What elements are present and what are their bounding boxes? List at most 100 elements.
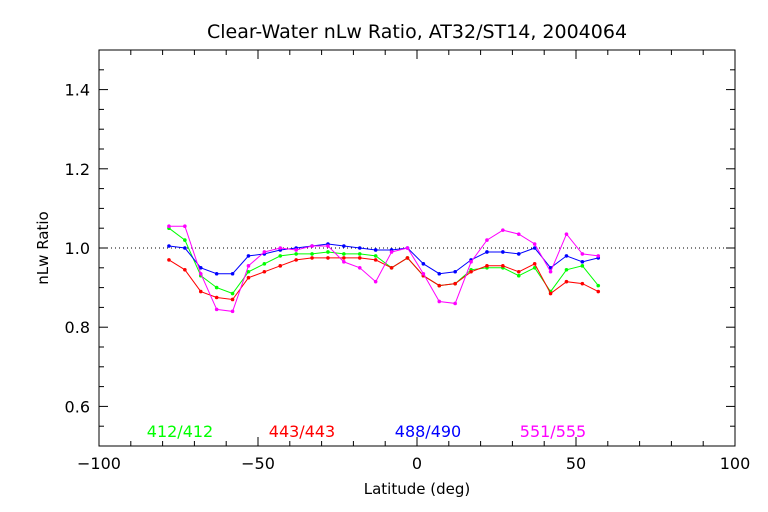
data-point bbox=[373, 279, 378, 284]
y-tick-label: 1.0 bbox=[65, 239, 90, 258]
data-point bbox=[183, 246, 187, 250]
data-point bbox=[326, 244, 330, 248]
data-point bbox=[532, 242, 537, 246]
data-point bbox=[342, 256, 346, 260]
data-point bbox=[262, 262, 267, 266]
data-point bbox=[596, 283, 601, 288]
data-point bbox=[389, 266, 394, 270]
data-point bbox=[262, 250, 267, 254]
data-point bbox=[596, 289, 601, 294]
x-tick-label: −50 bbox=[241, 454, 275, 473]
data-point bbox=[246, 264, 251, 268]
data-point bbox=[485, 250, 489, 254]
data-point bbox=[548, 291, 553, 296]
data-point bbox=[469, 260, 473, 264]
data-point bbox=[357, 246, 362, 250]
data-point bbox=[246, 269, 251, 274]
y-axis-label: nLw Ratio bbox=[34, 211, 52, 284]
data-point bbox=[294, 252, 298, 256]
legend-label: 412/412 bbox=[147, 422, 213, 441]
chart-title: Clear-Water nLw Ratio, AT32/ST14, 200406… bbox=[207, 21, 627, 43]
data-point bbox=[596, 254, 601, 258]
data-point bbox=[501, 264, 505, 268]
data-point bbox=[437, 271, 442, 276]
data-point bbox=[516, 269, 521, 274]
data-point bbox=[564, 279, 569, 284]
data-point bbox=[167, 258, 171, 262]
data-point bbox=[294, 258, 298, 262]
data-point bbox=[516, 232, 521, 236]
legend-label: 551/555 bbox=[520, 422, 586, 441]
data-point bbox=[532, 266, 537, 270]
series-412-412 bbox=[167, 226, 601, 296]
data-point bbox=[278, 254, 283, 258]
data-point bbox=[580, 264, 585, 268]
y-tick-label: 0.8 bbox=[65, 318, 90, 337]
data-point bbox=[453, 269, 457, 274]
series-488-490 bbox=[167, 242, 601, 276]
data-point bbox=[342, 260, 346, 264]
data-point bbox=[564, 267, 569, 272]
series-line bbox=[168, 227, 599, 295]
data-point bbox=[214, 295, 219, 300]
data-point bbox=[167, 244, 171, 248]
data-point bbox=[214, 307, 219, 312]
data-point bbox=[230, 297, 235, 302]
data-point bbox=[580, 281, 585, 286]
y-tick-label: 1.4 bbox=[65, 81, 90, 100]
data-point bbox=[373, 258, 378, 262]
data-point bbox=[532, 262, 537, 266]
x-tick-label: 0 bbox=[412, 454, 422, 473]
data-point bbox=[532, 246, 537, 250]
data-point bbox=[310, 244, 314, 248]
data-point bbox=[453, 281, 457, 286]
data-point bbox=[278, 246, 283, 250]
data-point bbox=[516, 273, 521, 278]
data-point bbox=[357, 266, 362, 270]
data-point bbox=[183, 224, 187, 229]
data-point bbox=[342, 244, 346, 248]
series-line bbox=[168, 243, 599, 275]
data-point bbox=[564, 254, 569, 258]
data-point bbox=[357, 256, 362, 260]
data-point bbox=[469, 269, 473, 274]
data-point bbox=[421, 271, 426, 276]
y-tick-label: 1.2 bbox=[65, 160, 90, 179]
series-551-555 bbox=[167, 224, 601, 314]
data-point bbox=[437, 283, 442, 288]
data-point bbox=[453, 301, 457, 306]
data-point bbox=[246, 254, 251, 258]
x-tick-label: 100 bbox=[720, 454, 751, 473]
data-point bbox=[389, 250, 394, 254]
data-point bbox=[501, 250, 505, 254]
data-point bbox=[230, 291, 235, 296]
data-point bbox=[294, 248, 298, 252]
data-point bbox=[246, 275, 251, 280]
legend-label: 488/490 bbox=[395, 422, 461, 441]
data-point bbox=[230, 271, 235, 276]
legend-label: 443/443 bbox=[269, 422, 335, 441]
data-point bbox=[357, 252, 362, 256]
data-point bbox=[501, 228, 505, 232]
data-point bbox=[167, 224, 171, 229]
data-point bbox=[214, 271, 219, 276]
data-point bbox=[183, 238, 187, 242]
data-point bbox=[326, 250, 330, 254]
data-point bbox=[564, 232, 569, 236]
x-axis-label: Latitude (deg) bbox=[364, 480, 470, 498]
data-point bbox=[373, 248, 378, 252]
series-line bbox=[169, 225, 599, 312]
data-point bbox=[310, 256, 314, 260]
data-point bbox=[326, 256, 330, 260]
y-tick-label: 0.6 bbox=[65, 397, 90, 416]
data-point bbox=[437, 299, 442, 304]
data-point bbox=[405, 256, 410, 260]
data-point bbox=[198, 266, 203, 270]
data-point bbox=[421, 262, 426, 266]
x-tick-label: 50 bbox=[566, 454, 586, 473]
data-point bbox=[310, 252, 314, 256]
data-point bbox=[580, 260, 585, 264]
data-point bbox=[405, 246, 410, 250]
data-point bbox=[485, 264, 489, 268]
